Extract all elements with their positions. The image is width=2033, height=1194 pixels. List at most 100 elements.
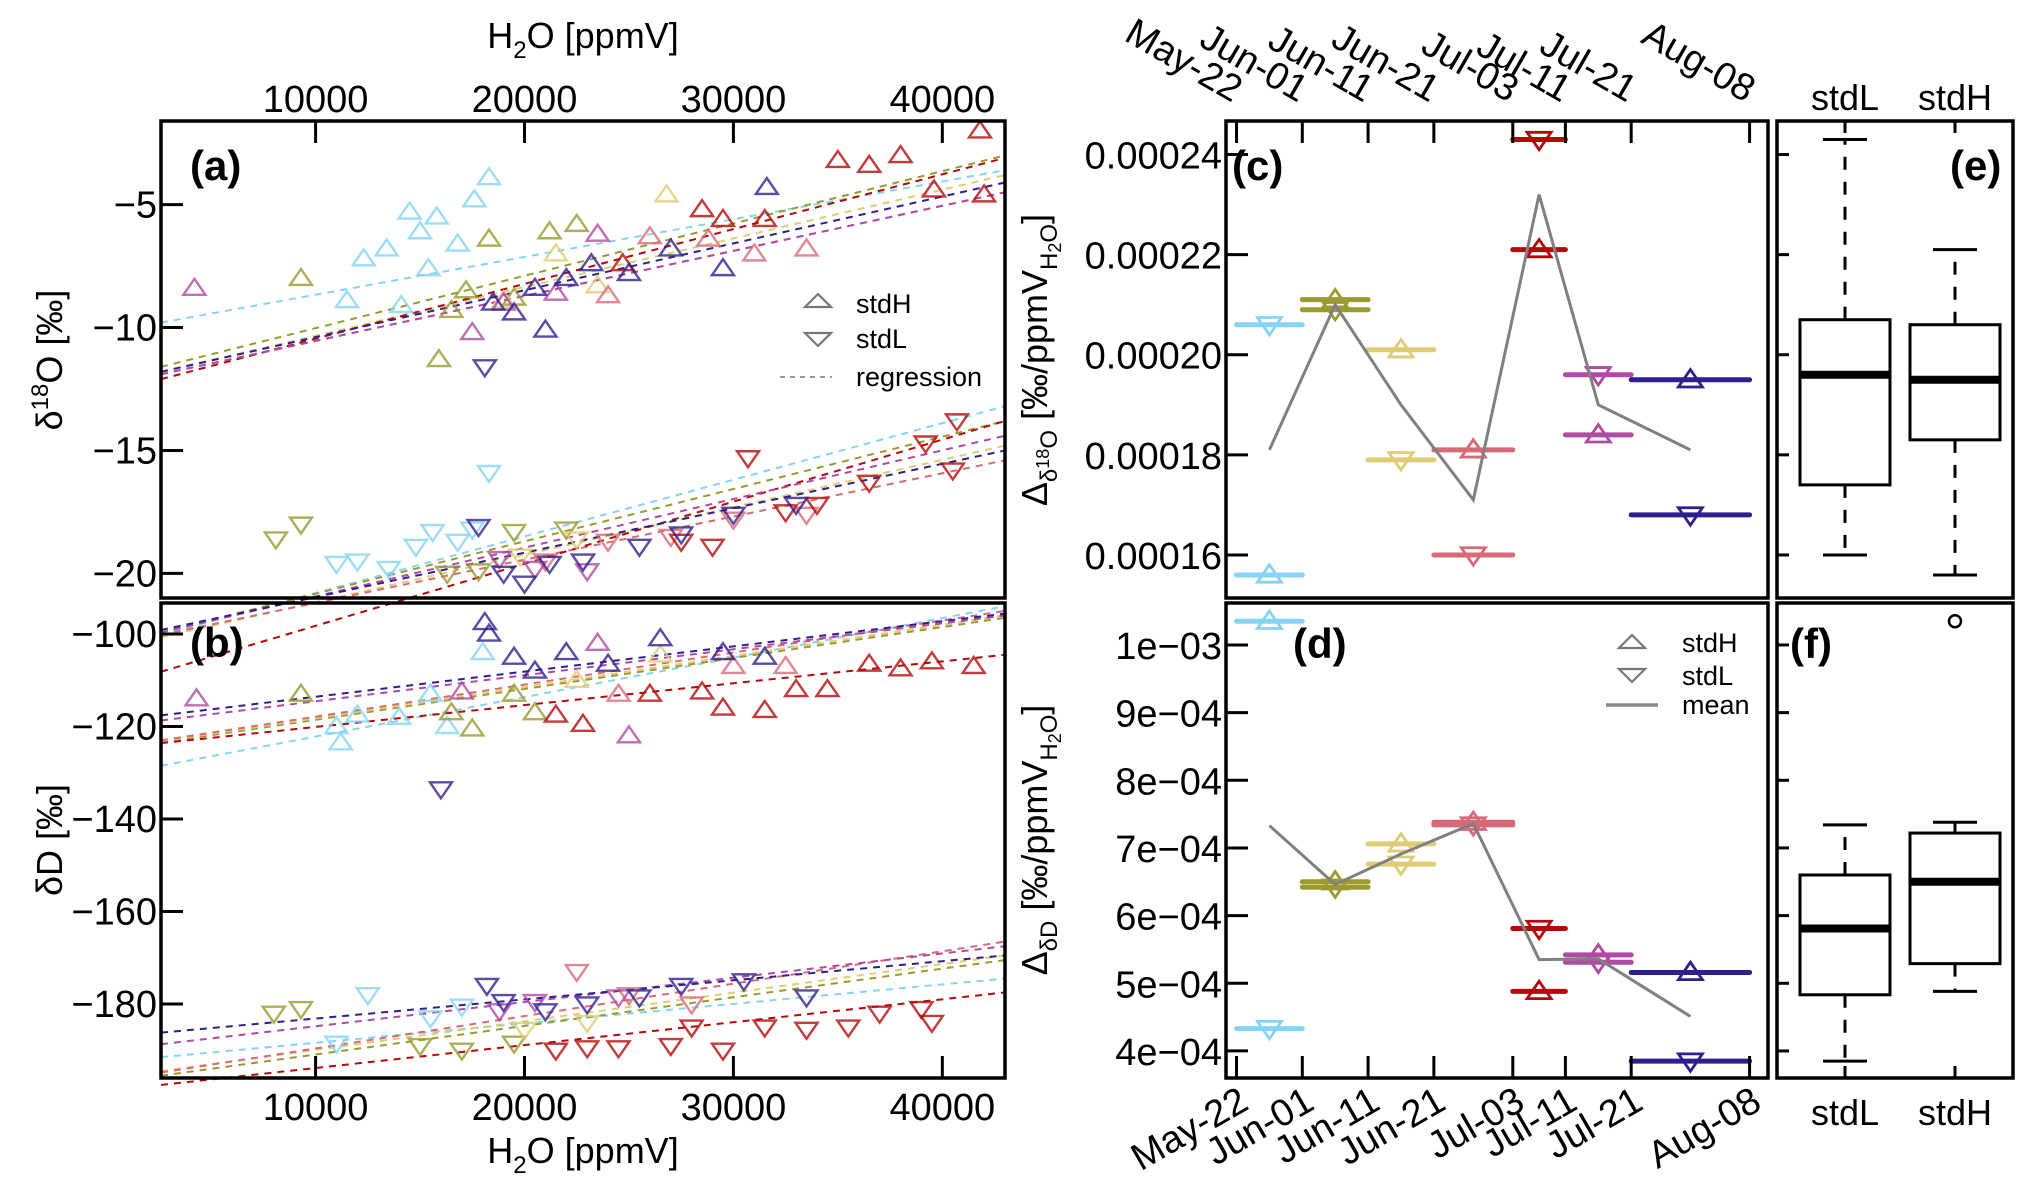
- top-x-axis-ticks-a: 10000 20000 30000 40000: [263, 79, 995, 143]
- data-point-stdh: [469, 641, 497, 661]
- y-tick-label: 0.00016: [1085, 536, 1222, 578]
- data-point-stdh: [444, 232, 471, 252]
- data-point-stdh: [500, 301, 528, 321]
- data-point-stdh: [406, 220, 434, 240]
- data-point-stdh: [471, 610, 499, 631]
- data-point-stdh: [569, 712, 597, 732]
- data-point-stdh: [584, 222, 611, 242]
- data-point-stdh: [396, 200, 423, 220]
- panel-b-frame: [159, 601, 1007, 1080]
- data-point-stdl: [720, 506, 747, 526]
- data-point-stdh: [887, 657, 914, 677]
- panel-a-scatter-d18o: −5 −10 −15 −20 10000 20000 30000 40000 (a) std…: [27, 15, 1007, 673]
- data-point-stdh: [479, 291, 507, 311]
- marker-stdh: [1386, 337, 1416, 359]
- data-point-stdh: [344, 703, 371, 723]
- data-point-stdl: [918, 1014, 946, 1034]
- box-top-label-stdl: stdL: [1811, 77, 1879, 118]
- data-point-stdh: [500, 682, 528, 702]
- legend-a-stdh-label: stdH: [856, 289, 912, 319]
- y-axis-ticks-b: −100 −120 −140 −160 −180: [71, 614, 183, 1026]
- data-point-stdl: [532, 1003, 559, 1023]
- data-point-stdh: [647, 627, 674, 647]
- data-point-stdl: [793, 989, 820, 1009]
- data-point-stdh: [605, 682, 632, 702]
- marker-stdh: [1254, 562, 1285, 584]
- regression-line: [160, 174, 1006, 373]
- data-point-stdl: [699, 538, 726, 558]
- data-point-stdh: [782, 678, 810, 698]
- data-point-stdl: [855, 474, 883, 494]
- marker-stdl: [1675, 506, 1706, 528]
- data-point-stdl: [626, 989, 653, 1009]
- data-point-stdh: [609, 252, 636, 272]
- mean-line: [1268, 194, 1692, 504]
- panel-d-frame: [1224, 601, 1770, 1080]
- data-point-stdl: [563, 531, 591, 551]
- data-point-stdh: [387, 293, 415, 314]
- data-point-stdh: [553, 641, 580, 661]
- regression-line: [160, 181, 1006, 373]
- boxplots-e: [1798, 121, 2002, 577]
- panel-c-slope-d18o: 0.00016 0.00018 0.00020 0.00022 0.00024 May-…: [1014, 11, 1770, 600]
- data-point-stdh: [536, 220, 563, 240]
- panel-d-slope-dD: 4e−04 5e−04 6e−04 7e−04 8e−04 9e−04 1e−03 May-…: [1014, 601, 1770, 1179]
- data-point-stdh: [563, 212, 591, 233]
- data-point-stdl: [521, 560, 549, 580]
- data-point-stdl: [473, 977, 501, 997]
- marker-stdh: [1254, 608, 1285, 630]
- data-point-stdl: [500, 1035, 528, 1055]
- y-tick-label: −100: [71, 614, 157, 656]
- data-point-stdl: [573, 996, 601, 1016]
- marker-stdh: [1675, 367, 1706, 389]
- scatter-points-a: [181, 119, 998, 595]
- panel-label-b: (b): [190, 619, 244, 666]
- panel-label-f: (f): [1790, 620, 1832, 667]
- data-point-stdh: [751, 207, 779, 228]
- data-point-stdh: [772, 654, 799, 675]
- x-tick-label-top: 40000: [889, 79, 995, 121]
- data-point-stdh: [824, 148, 852, 169]
- data-point-stdl: [605, 989, 632, 1009]
- data-point-stdh: [709, 207, 737, 228]
- data-point-stdh: [709, 257, 737, 277]
- data-point-stdl: [262, 531, 290, 551]
- legend-d-stdh-marker: [1616, 633, 1648, 650]
- legend-d-stdl-marker: [1616, 667, 1648, 684]
- mean-line: [1268, 821, 1692, 1018]
- data-point-stdl: [793, 506, 820, 526]
- marker-stdl: [1524, 130, 1554, 153]
- data-point-stdh: [373, 237, 400, 257]
- data-point-stdh: [542, 703, 570, 723]
- box-bottom-label-stdh: stdH: [1918, 1092, 1992, 1133]
- data-point-stdh: [461, 188, 488, 208]
- y-tick-label: 0.00024: [1085, 136, 1222, 178]
- data-point-stdh: [688, 198, 716, 218]
- legend-a-stdl-marker: [802, 331, 834, 348]
- data-point-stdl: [417, 1010, 444, 1030]
- data-point-stdl: [772, 504, 799, 524]
- data-point-stdl: [486, 550, 513, 571]
- data-point-stdh: [181, 276, 208, 296]
- panel-e-frame: [1775, 119, 2015, 600]
- data-point-stdh: [960, 654, 987, 675]
- data-point-stdl: [475, 464, 503, 485]
- data-point-stdl: [402, 538, 430, 558]
- regression-line: [160, 459, 1006, 636]
- data-point-stdl: [667, 533, 695, 553]
- regression-line: [160, 959, 1006, 1077]
- top-date-ticks-c: May-22Jun-01Jun-11Jun-21Jul-03Jul-11Jul-…: [1118, 11, 1762, 143]
- data-point-stdl: [678, 1019, 705, 1039]
- data-point-stdh: [500, 645, 528, 665]
- data-point-stdl: [323, 1035, 350, 1055]
- data-point-stdh: [741, 242, 768, 262]
- y-tick-label: −10: [93, 308, 157, 350]
- data-point-stdh: [578, 252, 605, 272]
- data-point-stdh: [855, 153, 883, 174]
- data-point-stdh: [753, 175, 781, 196]
- data-point-stdl: [605, 1040, 632, 1060]
- legend-a-regression-label: regression: [856, 362, 982, 392]
- boxplots-f: [1798, 614, 2002, 1078]
- data-point-stdl: [751, 1019, 779, 1039]
- y-axis-ticks-e: [1777, 153, 1789, 557]
